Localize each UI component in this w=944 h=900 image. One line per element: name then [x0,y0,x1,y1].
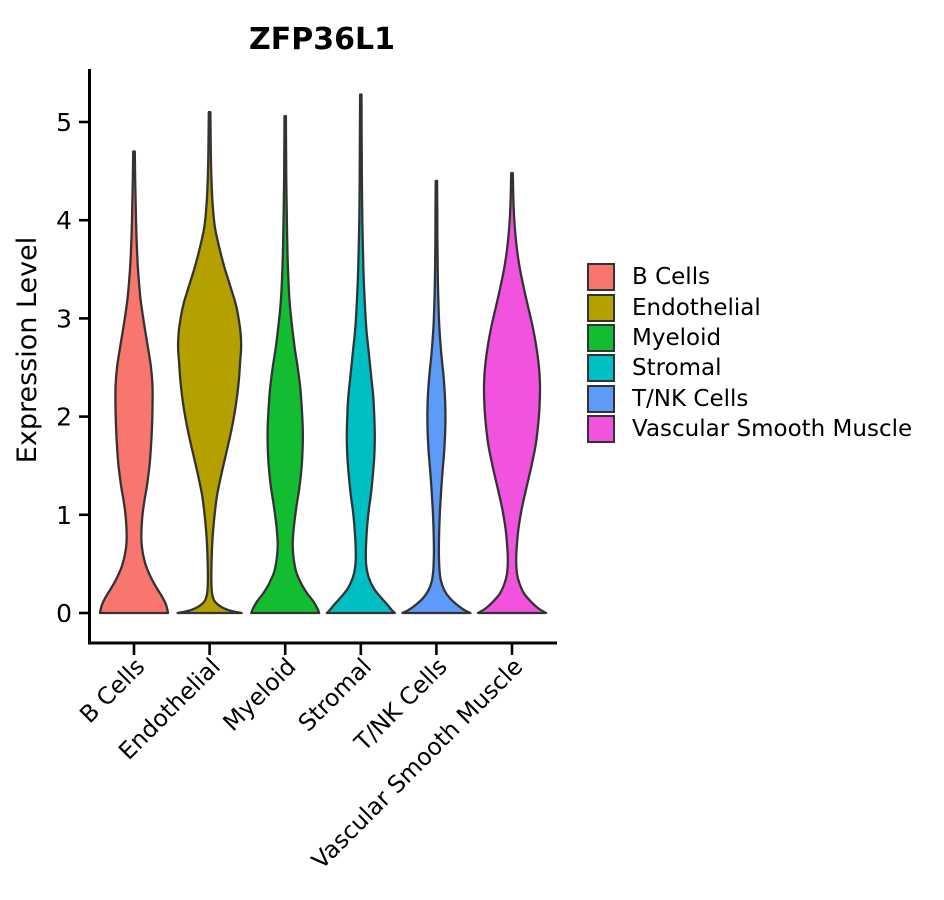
legend-label-stromal: Stromal [632,355,722,382]
violin-vascular-smooth-muscle [476,171,548,615]
violin-myeloid [250,114,321,615]
legend-label-t-nk-cells: T/NK Cells [632,385,749,412]
violin-stromal [325,93,396,615]
y-tick-label: 0 [56,599,72,628]
violins-group [98,93,548,615]
y-axis-label: Expression Level [12,237,43,463]
violin-b-cells [98,150,170,615]
legend-item-endothelial: Endothelial [587,292,912,322]
legend-swatch-stromal [587,354,615,383]
plot-title: ZFP36L1 [249,22,395,57]
legend-item-myeloid: Myeloid [587,323,912,353]
y-tick-label: 5 [56,108,72,137]
legend-swatch-vascular-smooth-muscle [587,415,615,444]
y-tick-labels-group: 0 1 2 3 4 5 [56,108,72,628]
x-tick-label-b-cells: B Cells [74,652,150,728]
legend-swatch-b-cells [587,263,615,292]
y-tick-label: 2 [56,403,72,432]
legend-item-b-cells: B Cells [587,262,912,292]
x-tick-label-myeloid: Myeloid [217,652,301,736]
violin-t-nk-cells [401,179,472,615]
legend-swatch-endothelial [587,293,615,322]
y-tick-label: 4 [56,206,72,235]
legend-item-t-nk-cells: T/NK Cells [587,384,912,414]
legend-label-myeloid: Myeloid [632,324,722,351]
x-ticks-group [132,644,514,655]
y-tick-label: 1 [56,501,72,530]
legend-swatch-t-nk-cells [587,384,615,413]
legend-item-vascular-smooth-muscle: Vascular Smooth Muscle [587,414,912,444]
legend-swatch-myeloid [587,323,615,352]
violin-endothelial [176,111,243,615]
legend-item-stromal: Stromal [587,353,912,383]
y-tick-label: 3 [56,304,72,333]
y-ticks-group [79,120,88,615]
legend-label-b-cells: B Cells [632,264,711,291]
legend-label-endothelial: Endothelial [632,294,761,321]
legend: B Cells Endothelial Myeloid Stromal T/NK Cel… [587,262,912,444]
legend-label-vascular-smooth-muscle: Vascular Smooth Muscle [632,416,913,443]
